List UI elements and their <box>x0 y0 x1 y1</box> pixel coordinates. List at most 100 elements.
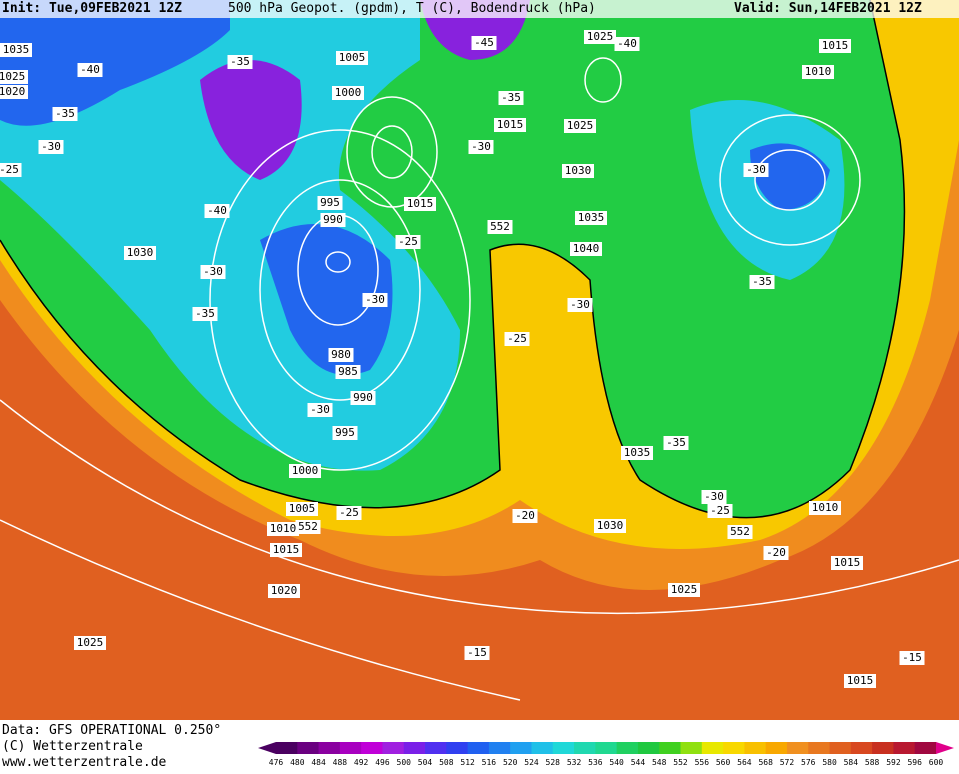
temperature-label: -25 <box>0 163 19 176</box>
colorbar-tick-label: 556 <box>695 758 710 767</box>
pressure-label-box <box>404 197 436 211</box>
header-band <box>0 0 959 18</box>
temperature-label-box <box>504 332 530 346</box>
temperature-label: -20 <box>766 546 786 559</box>
footer-data: Data: GFS OPERATIONAL 0.250° <box>2 723 221 738</box>
colorbar-tick-label: 492 <box>354 758 369 767</box>
init-text: Init: Tue,09FEB2021 12Z <box>2 1 182 16</box>
pressure-label: 1035 <box>624 446 651 459</box>
temperature-label: -40 <box>207 204 227 217</box>
pressure-label-box <box>286 502 318 516</box>
contour-552 <box>0 0 906 519</box>
colorbar-swatch <box>914 742 937 754</box>
colorbar-swatch <box>808 742 831 754</box>
temperature-label: -40 <box>80 63 100 76</box>
temperature-label-box <box>38 140 64 154</box>
colorbar-tick-label: 536 <box>588 758 603 767</box>
colorbar-swatch <box>701 742 724 754</box>
temperature-label-box <box>707 504 733 518</box>
pressure-label: 1025 <box>587 30 614 43</box>
temperature-label-box <box>227 55 253 69</box>
colorbar-swatch <box>318 742 341 754</box>
pressure-label-box <box>831 556 863 570</box>
pressure-label: 1015 <box>407 197 434 210</box>
colorbar-swatch <box>467 742 490 754</box>
pressure-label: 1020 <box>0 85 25 98</box>
pressure-label-box <box>0 85 28 99</box>
colorbar-swatch <box>872 742 894 754</box>
temperature-label: -35 <box>666 436 686 449</box>
colorbar-tick-label: 520 <box>503 758 518 767</box>
colorbar-tick-label: 500 <box>397 758 412 767</box>
temperature-label-box <box>749 275 775 289</box>
temperature-label-box <box>192 307 218 321</box>
colorbar-tick-label: 540 <box>609 758 624 767</box>
temperature-label: -25 <box>398 235 418 248</box>
pressure-label: 1020 <box>271 584 298 597</box>
pressure-label: 1025 <box>77 636 104 649</box>
colorbar-tick-label: 572 <box>780 758 795 767</box>
colorbar-tick-label: 588 <box>865 758 880 767</box>
temperature-label: -35 <box>230 55 250 68</box>
colorbar-swatch <box>510 742 532 754</box>
colorbar-tick-label: 564 <box>737 758 752 767</box>
pressure-label-box <box>575 211 607 225</box>
colorbar-swatch <box>616 742 639 754</box>
pressure-label: 1025 <box>567 119 594 132</box>
temperature-label: -35 <box>55 107 75 120</box>
pressure-label-box <box>336 51 368 65</box>
colorbar-swatch <box>637 742 660 754</box>
colorbar-swatch <box>339 742 362 754</box>
temperature-label-box <box>200 265 226 279</box>
pressure-label: 1030 <box>127 246 154 259</box>
pressure-label: 995 <box>335 426 355 439</box>
pressure-label: 1025 <box>0 70 25 83</box>
temperature-label: -15 <box>902 651 922 664</box>
temperature-label: -25 <box>507 332 527 345</box>
pressure-label: 985 <box>338 365 358 378</box>
pressure-label-box <box>809 501 841 515</box>
colorbar-tick-label: 532 <box>567 758 582 767</box>
colorbar-tick-label: 592 <box>886 758 901 767</box>
pressure-label-box <box>584 30 616 44</box>
pressure-label-box <box>594 519 626 533</box>
pressure-label: 1005 <box>339 51 366 64</box>
height-label: 552 <box>490 220 510 233</box>
temperature-label-box <box>362 293 388 307</box>
colorbar-tick-label: 524 <box>524 758 539 767</box>
pressure-label: 1010 <box>270 522 297 535</box>
temperature-label-box <box>743 163 769 177</box>
temperature-label-box <box>336 506 362 520</box>
pressure-label: 1015 <box>497 118 524 131</box>
pressure-label: 1035 <box>3 43 30 56</box>
temperature-label: -35 <box>501 91 521 104</box>
colorbar-swatch <box>531 742 554 754</box>
pressure-label-box <box>570 242 602 256</box>
pressure-label: 995 <box>320 196 340 209</box>
pressure-label-box <box>332 426 358 440</box>
height-label: 552 <box>298 520 318 533</box>
colorbar-tick-label: 476 <box>269 758 284 767</box>
colorbar-right-arrow <box>936 742 954 754</box>
pressure-label-box <box>0 70 28 84</box>
temperature-label: -30 <box>41 140 61 153</box>
temperature-label-box <box>464 646 490 660</box>
pressure-label-box <box>668 583 700 597</box>
temperature-label: -15 <box>467 646 487 659</box>
pressure-label-box <box>270 543 302 557</box>
temperature-label: -20 <box>515 509 535 522</box>
pressure-label: 1015 <box>273 543 300 556</box>
colorbar-tick-label: 576 <box>801 758 816 767</box>
colorbar-swatch <box>850 742 873 754</box>
map-background <box>0 0 959 720</box>
pressure-label-box <box>268 584 300 598</box>
colorbar-swatch <box>276 742 298 754</box>
pressure-label-box <box>332 86 364 100</box>
temperature-label-box <box>307 403 333 417</box>
colorbar-tick-label: 512 <box>460 758 475 767</box>
pressure-label-box <box>328 348 354 362</box>
colorbar-swatch <box>446 742 469 754</box>
temperature-label: -30 <box>471 140 491 153</box>
